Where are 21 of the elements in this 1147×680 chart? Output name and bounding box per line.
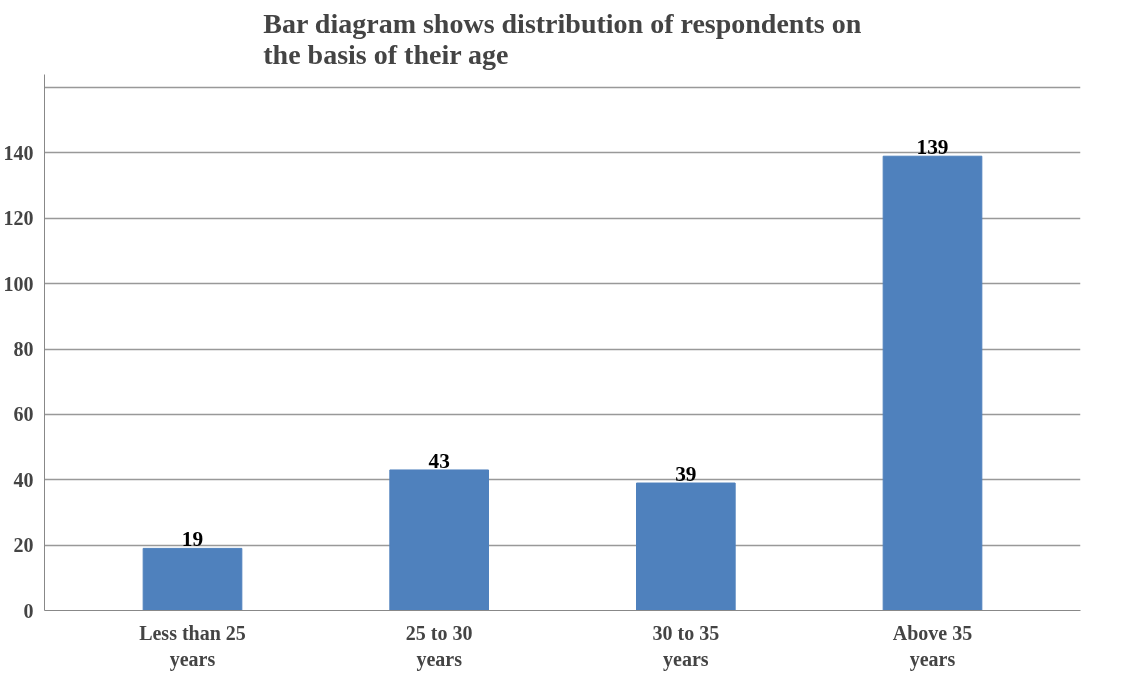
bar xyxy=(389,469,489,611)
y-tick-label: 80 xyxy=(13,338,34,361)
bar xyxy=(636,482,736,611)
y-tick-label: 60 xyxy=(13,403,34,426)
data-label: 139 xyxy=(916,135,949,160)
y-tick-label: 20 xyxy=(13,534,34,557)
y-tick-label: 100 xyxy=(3,272,34,295)
data-label: 39 xyxy=(675,462,697,487)
y-tick-label: 40 xyxy=(13,468,34,491)
y-tick-label: 120 xyxy=(3,207,34,230)
bar xyxy=(882,155,983,611)
y-tick-label: 0 xyxy=(23,599,34,622)
data-label: 19 xyxy=(181,527,204,552)
data-label: 43 xyxy=(428,448,450,473)
chart-title: Bar diagram shows distribution of respondents on the basis of their age xyxy=(263,7,862,70)
y-tick-label: 140 xyxy=(3,141,34,164)
x-tick-label: Above 35 years xyxy=(892,621,973,671)
x-tick-label: Less than 25 years xyxy=(139,621,246,671)
x-tick-label: 30 to 35 years xyxy=(652,621,720,671)
bar xyxy=(142,547,243,611)
x-tick-label: 25 to 30 years xyxy=(405,621,473,671)
